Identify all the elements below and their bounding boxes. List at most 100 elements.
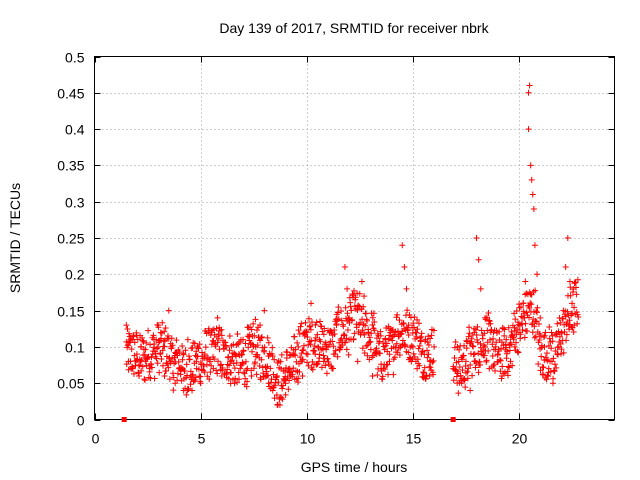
data-point	[517, 331, 524, 338]
data-point	[574, 320, 581, 327]
data-point	[334, 353, 341, 360]
data-point	[239, 360, 246, 367]
data-point	[330, 365, 337, 372]
data-point	[234, 331, 241, 338]
data-point	[403, 285, 410, 292]
data-point	[479, 351, 486, 358]
data-point	[235, 369, 242, 376]
data-point	[371, 327, 378, 334]
data-point	[239, 351, 246, 358]
data-point	[410, 320, 417, 327]
data-point	[500, 325, 507, 332]
data-point	[170, 374, 177, 381]
data-point	[241, 370, 248, 377]
data-point	[233, 359, 240, 366]
data-point	[355, 302, 362, 309]
data-point	[483, 357, 490, 364]
data-point	[430, 371, 437, 378]
data-point	[123, 338, 130, 345]
data-point	[163, 367, 170, 374]
data-point	[250, 320, 257, 327]
data-point	[148, 361, 155, 368]
data-point	[572, 284, 579, 291]
data-point	[575, 313, 582, 320]
data-point	[463, 337, 470, 344]
data-point	[271, 395, 278, 402]
data-point	[253, 371, 260, 378]
data-point	[123, 322, 130, 329]
data-point	[455, 358, 462, 365]
data-point	[529, 191, 536, 198]
data-point	[402, 342, 409, 349]
data-point	[501, 332, 508, 339]
data-point	[246, 331, 253, 338]
data-point	[332, 347, 339, 354]
data-point	[226, 347, 233, 354]
data-point	[192, 376, 199, 383]
data-point	[521, 334, 528, 341]
data-point	[210, 326, 217, 333]
data-point	[326, 341, 333, 348]
data-point	[244, 378, 251, 385]
data-point	[548, 329, 555, 336]
data-point	[310, 347, 317, 354]
data-point	[411, 324, 418, 331]
data-point	[178, 364, 185, 371]
data-point	[141, 376, 148, 383]
data-point	[129, 364, 136, 371]
data-point	[267, 365, 274, 372]
y-tick-label: 0.4	[65, 122, 85, 138]
data-point	[215, 335, 222, 342]
data-point	[453, 373, 460, 380]
data-point	[126, 330, 133, 337]
data-point	[430, 327, 437, 334]
data-point	[394, 311, 401, 318]
data-point	[454, 368, 461, 375]
data-point	[201, 369, 208, 376]
data-point	[154, 360, 161, 367]
data-point	[460, 352, 467, 359]
data-point	[557, 341, 564, 348]
data-point	[358, 278, 365, 285]
data-point	[497, 357, 504, 364]
data-point	[496, 356, 503, 363]
data-point	[373, 345, 380, 352]
data-point	[176, 349, 183, 356]
data-point	[342, 304, 349, 311]
data-point	[364, 342, 371, 349]
data-point	[546, 324, 553, 331]
data-point	[531, 242, 538, 249]
data-point	[494, 351, 501, 358]
data-point	[246, 337, 253, 344]
data-point	[228, 357, 235, 364]
data-point	[532, 317, 539, 324]
data-point	[344, 310, 351, 317]
data-point	[222, 342, 229, 349]
data-point	[535, 320, 542, 327]
series-srmtid	[123, 82, 582, 408]
data-point	[279, 396, 286, 403]
data-point	[330, 343, 337, 350]
data-point	[393, 340, 400, 347]
data-point	[466, 330, 473, 337]
data-point	[232, 375, 239, 382]
data-point	[362, 322, 369, 329]
data-point	[459, 353, 466, 360]
data-point	[320, 345, 327, 352]
data-point	[292, 346, 299, 353]
data-point	[404, 307, 411, 314]
data-point	[250, 343, 257, 350]
data-point	[486, 365, 493, 372]
data-point	[517, 304, 524, 311]
data-point	[270, 371, 277, 378]
data-point	[283, 364, 290, 371]
data-point	[498, 339, 505, 346]
data-point	[248, 372, 255, 379]
data-point	[240, 347, 247, 354]
data-point	[553, 331, 560, 338]
data-point	[182, 347, 189, 354]
data-point	[292, 352, 299, 359]
data-point	[464, 368, 471, 375]
y-tick-label: 0.2	[65, 267, 85, 283]
data-point	[130, 333, 137, 340]
